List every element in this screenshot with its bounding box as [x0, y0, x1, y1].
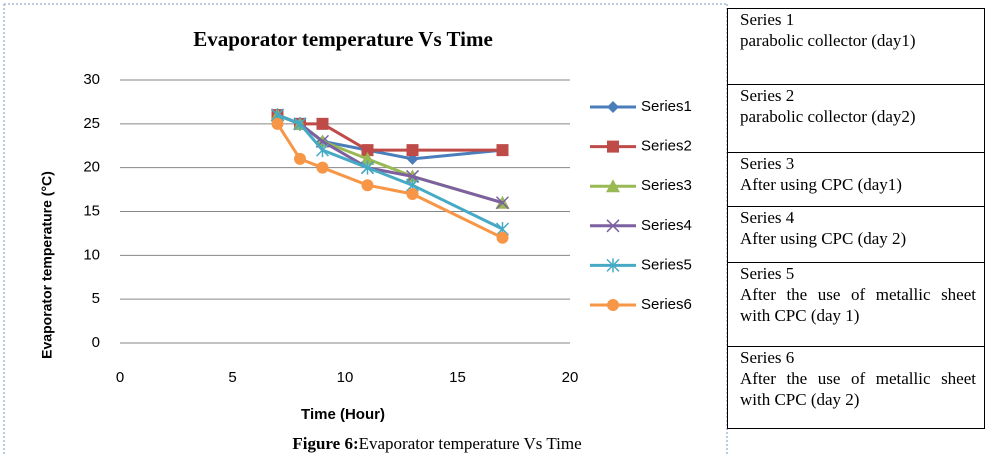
cell-title: Series 2	[740, 86, 795, 105]
cell-title: Series 3	[740, 154, 795, 173]
legend-label: Series4	[641, 217, 692, 234]
x-tick-label: 20	[562, 369, 579, 386]
y-tick-label: 20	[83, 159, 100, 176]
table-row: Series 4 After using CPC (day 2)	[727, 206, 985, 263]
cell-text: After using CPC (day 2)	[740, 229, 907, 248]
y-axis-label: Evaporator temperature (°C)	[39, 171, 55, 359]
legend-marker	[606, 219, 620, 233]
marker	[406, 187, 419, 200]
cell-text: parabolic collector (day1)	[740, 31, 916, 50]
marker	[406, 144, 419, 157]
legend-label: Series6	[641, 296, 692, 313]
y-tick-label: 25	[83, 115, 100, 132]
marker	[271, 117, 284, 130]
marker	[294, 152, 306, 165]
y-tick-label: 10	[83, 246, 100, 263]
table-row: Series 2 parabolic collector (day2)	[727, 84, 985, 153]
cell-title: Series 6	[740, 348, 795, 367]
marker	[360, 151, 375, 165]
y-tick-label: 30	[83, 71, 100, 88]
marker	[496, 231, 509, 244]
legend-marker	[607, 101, 619, 113]
x-tick-label: 10	[337, 369, 354, 386]
cell-text: parabolic collector (day2)	[740, 107, 916, 126]
marker	[316, 117, 329, 130]
table-row: Series 6 After the use of metallic sheet …	[727, 346, 985, 429]
x-tick-label: 0	[116, 369, 124, 386]
cell-title: Series 1	[740, 10, 795, 29]
y-tick-label: 0	[92, 334, 100, 351]
table-row: Series 3 After using CPC (day1)	[727, 152, 985, 207]
legend-marker	[606, 258, 620, 273]
table-row: Series 5 After the use of metallic sheet …	[727, 262, 985, 347]
marker	[496, 144, 509, 157]
table-cell: Series 2 parabolic collector (day2)	[727, 84, 985, 153]
y-tick-label: 15	[83, 202, 100, 219]
table-cell: Series 1 parabolic collector (day1)	[727, 8, 985, 85]
series-line	[276, 113, 504, 231]
series-table: Series 1 parabolic collector (day1) Series…	[727, 8, 985, 429]
legend-marker	[606, 179, 620, 193]
cell-text: After the use of metallic sheet with CPC…	[740, 369, 976, 409]
table-cell: Series 6 After the use of metallic sheet …	[727, 346, 985, 429]
x-tick-label: 15	[449, 369, 466, 386]
cell-text: After the use of metallic sheet with CPC…	[740, 285, 976, 325]
marker	[315, 143, 330, 158]
y-tick-label: 5	[92, 290, 100, 307]
table-row: Series 1 parabolic collector (day1)	[727, 8, 985, 85]
legend-marker	[607, 299, 619, 311]
marker	[361, 179, 374, 192]
marker	[316, 161, 329, 174]
legend-label: Series2	[641, 138, 692, 155]
marker	[360, 160, 375, 175]
cell-title: Series 4	[740, 208, 795, 227]
cell-title: Series 5	[740, 264, 795, 283]
series-line	[276, 123, 504, 240]
chart-title: Evaporator temperature Vs Time	[193, 27, 493, 51]
caption-label: Figure 6:	[292, 434, 358, 453]
legend-marker	[607, 140, 619, 153]
table-cell: Series 3 After using CPC (day1)	[727, 152, 985, 207]
caption-text: Evaporator temperature Vs Time	[359, 434, 582, 453]
x-axis-label: Time (Hour)	[301, 406, 385, 423]
legend-label: Series5	[641, 256, 692, 273]
table-cell: Series 4 After using CPC (day 2)	[727, 206, 985, 263]
legend-label: Series3	[641, 177, 692, 194]
caption: Figure 6:Evaporator temperature Vs Time	[292, 434, 581, 453]
marker	[293, 116, 307, 131]
cell-text: After using CPC (day1)	[740, 175, 902, 194]
marker	[361, 144, 374, 157]
x-tick-label: 5	[228, 369, 236, 386]
marker	[495, 196, 510, 210]
legend-label: Series1	[641, 98, 692, 115]
table-cell: Series 5 After the use of metallic sheet …	[727, 262, 985, 347]
